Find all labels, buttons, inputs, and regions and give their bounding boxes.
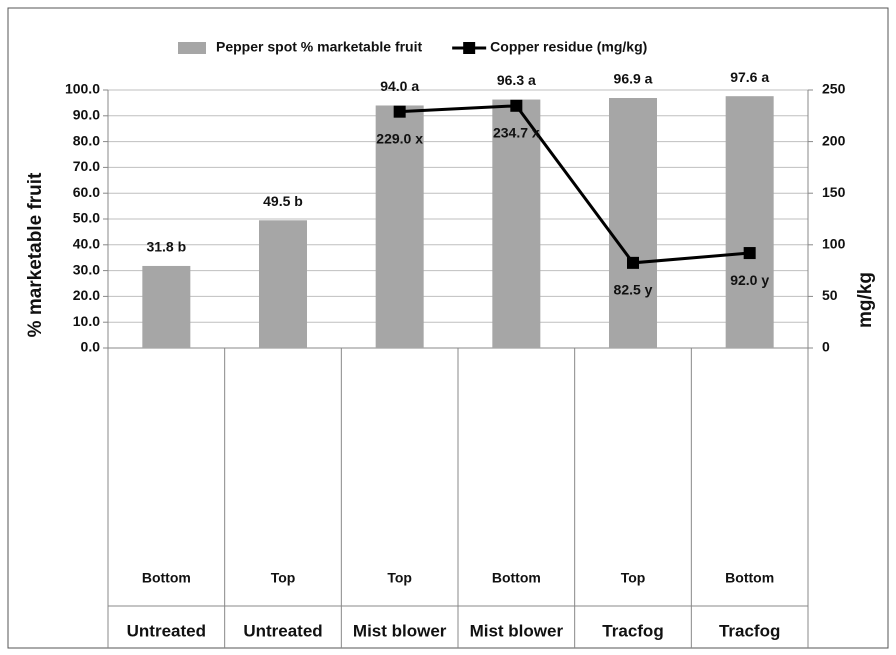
bar <box>609 97 657 348</box>
line-marker <box>627 256 639 269</box>
line-marker <box>393 105 406 118</box>
group-label: Mist blower <box>470 621 564 640</box>
y2-tick-label: 0 <box>822 339 830 355</box>
data-label: 97.6 a <box>730 69 769 85</box>
group-label: Untreated <box>127 621 206 640</box>
group-label: Tracfog <box>602 621 663 640</box>
y2-tick-label: 200 <box>822 132 846 148</box>
y-tick-label: 80.0 <box>73 132 100 148</box>
line-marker <box>743 247 756 260</box>
bar <box>725 96 774 348</box>
group-label: Mist blower <box>353 621 447 640</box>
group-label: Untreated <box>243 621 322 640</box>
bar <box>492 99 541 349</box>
y-tick-label: 30.0 <box>73 261 100 277</box>
legend-label: Copper residue (mg/kg) <box>490 39 647 55</box>
y-tick-label: 90.0 <box>73 107 100 123</box>
data-label: 96.3 a <box>497 72 536 88</box>
line-marker <box>510 99 523 112</box>
line <box>399 104 750 265</box>
bar <box>259 220 307 348</box>
bar <box>142 265 191 348</box>
x-tick-label: Bottom <box>492 570 541 586</box>
legend-swatch <box>178 42 206 54</box>
data-label: 92.0 y <box>730 272 769 288</box>
x-tick-label: Top <box>271 570 296 586</box>
bar <box>375 105 424 348</box>
y-axis-title: % marketable fruit <box>25 172 46 337</box>
y-tick-label: 20.0 <box>73 287 100 303</box>
legend-label: Pepper spot % marketable fruit <box>216 39 423 55</box>
y-tick-label: 70.0 <box>73 158 100 174</box>
data-label: 94.0 a <box>380 78 419 94</box>
y2-tick-label: 150 <box>822 184 846 200</box>
y2-axis-title: mg/kg <box>855 272 876 328</box>
y2-tick-label: 50 <box>822 287 838 303</box>
y-tick-label: 50.0 <box>73 210 100 226</box>
group-label: Tracfog <box>719 621 780 640</box>
data-label: 49.5 b <box>263 193 303 209</box>
data-label: 96.9 a <box>614 71 653 87</box>
x-tick-label: Top <box>621 570 646 586</box>
x-tick-label: Bottom <box>725 570 774 586</box>
data-label: 234.7 x <box>493 124 540 140</box>
y-tick-label: 60.0 <box>73 184 100 200</box>
y-tick-label: 100.0 <box>65 81 100 97</box>
y-tick-label: 40.0 <box>73 236 100 252</box>
y2-tick-label: 100 <box>822 236 846 252</box>
data-label: 82.5 y <box>614 282 653 298</box>
data-label: 229.0 x <box>376 130 423 146</box>
data-label: 31.8 b <box>146 239 186 255</box>
y-tick-label: 0.0 <box>81 339 101 355</box>
x-tick-label: Top <box>387 570 412 586</box>
x-tick-label: Bottom <box>142 570 191 586</box>
y2-tick-label: 250 <box>822 81 846 97</box>
y-tick-label: 10.0 <box>73 313 100 329</box>
legend-swatch <box>463 42 476 54</box>
